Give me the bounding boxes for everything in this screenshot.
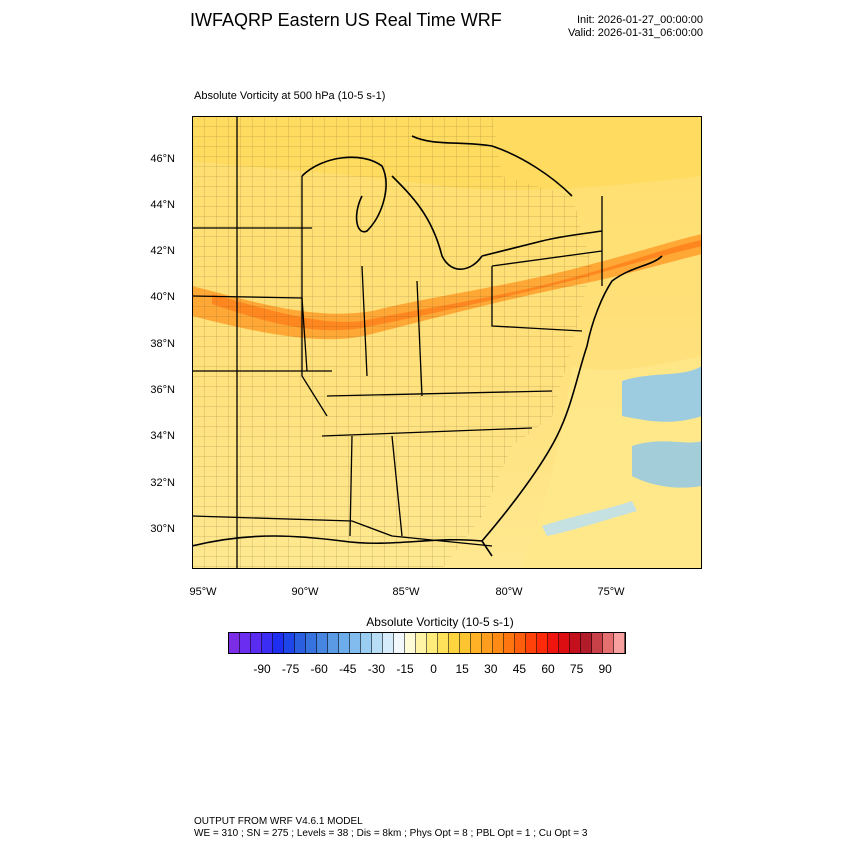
lat-tick-label: 38°N — [150, 338, 175, 350]
lat-tick-label: 32°N — [150, 477, 175, 489]
colorbar-tick-label: 15 — [455, 662, 469, 676]
colorbar-swatch — [306, 633, 317, 653]
lat-tick-label: 40°N — [150, 291, 175, 303]
lon-tick-label: 75°W — [597, 586, 625, 598]
colorbar-swatch — [515, 633, 526, 653]
lon-tick-label: 95°W — [189, 586, 217, 598]
colorbar-swatch — [361, 633, 372, 653]
colorbar-swatch — [427, 633, 438, 653]
colorbar-swatch — [284, 633, 295, 653]
colorbar-swatch — [526, 633, 537, 653]
colorbar-tick-label: 0 — [430, 662, 437, 676]
colorbar-swatch — [504, 633, 515, 653]
lat-tick-label: 42°N — [150, 245, 175, 257]
neg-vorticity-patch-1 — [622, 366, 702, 422]
colorbar-swatch — [559, 633, 570, 653]
map-frame — [192, 116, 702, 569]
colorbar-swatch — [229, 633, 240, 653]
colorbar-swatch — [317, 633, 328, 653]
colorbar-swatch — [438, 633, 449, 653]
vorticity-map — [192, 116, 702, 569]
model-info: OUTPUT FROM WRF V4.6.1 MODEL WE = 310 ; … — [194, 816, 587, 840]
lat-tick-label: 36°N — [150, 384, 175, 396]
lat-tick-label: 44°N — [150, 199, 175, 211]
colorbar-swatch — [471, 633, 482, 653]
colorbar-tick-label: 90 — [598, 662, 612, 676]
lon-tick-label: 80°W — [495, 586, 523, 598]
colorbar-swatch — [262, 633, 273, 653]
model-settings: WE = 310 ; SN = 275 ; Levels = 38 ; Dis … — [194, 828, 588, 839]
colorbar-swatch — [240, 633, 251, 653]
lon-tick-label: 85°W — [392, 586, 420, 598]
colorbar-swatch — [493, 633, 504, 653]
colorbar-swatch — [328, 633, 339, 653]
colorbar-tick-label: -30 — [367, 662, 386, 676]
init-time: Init: 2026-01-27_00:00:00 — [577, 14, 703, 26]
colorbar-swatch — [482, 633, 493, 653]
colorbar-swatch — [548, 633, 559, 653]
colorbar-tick-label: 75 — [569, 662, 584, 676]
colorbar-swatch — [383, 633, 394, 653]
coastline — [192, 135, 663, 557]
colorbar-swatch — [570, 633, 581, 653]
neg-vorticity-patch-3 — [542, 501, 637, 536]
colorbar-tick-label: -45 — [339, 662, 357, 676]
colorbar-tick-label: 45 — [512, 662, 527, 676]
county-boundaries — [192, 116, 592, 569]
colorbar-swatch — [295, 633, 306, 653]
neg-vorticity-patch-2 — [632, 441, 702, 488]
colorbar-swatch — [449, 633, 460, 653]
colorbar-swatch — [592, 633, 603, 653]
lat-tick-label: 30°N — [150, 523, 175, 535]
colorbar-swatch — [273, 633, 284, 653]
colorbar-title: Absolute Vorticity (10-5 s-1) — [366, 615, 514, 629]
time-info: Init: 2026-01-27_00:00:00 Valid: 2026-01… — [568, 14, 703, 40]
colorbar-swatch — [603, 633, 614, 653]
colorbar-swatch — [394, 633, 405, 653]
model-version: OUTPUT FROM WRF V4.6.1 MODEL — [194, 816, 363, 827]
colorbar-swatch — [581, 633, 592, 653]
colorbar-tick-label: -15 — [396, 662, 414, 676]
lat-tick-label: 34°N — [150, 430, 175, 442]
lat-tick-label: 46°N — [150, 153, 175, 165]
colorbar-swatch — [537, 633, 548, 653]
colorbar-swatch — [460, 633, 471, 653]
colorbar-tick-label: -75 — [281, 662, 300, 676]
colorbar-tick-label: -90 — [253, 662, 271, 676]
lon-tick-label: 90°W — [291, 586, 319, 598]
colorbar-tick-label: 30 — [484, 662, 498, 676]
colorbar-swatch — [416, 633, 427, 653]
plot-title: IWFAQRP Eastern US Real Time WRF — [190, 10, 502, 30]
field-label: Absolute Vorticity at 500 hPa (10-5 s-1) — [194, 90, 386, 102]
colorbar-swatch — [614, 633, 625, 653]
valid-time: Valid: 2026-01-31_06:00:00 — [568, 27, 703, 39]
colorbar-swatch — [372, 633, 383, 653]
colorbar-swatch — [350, 633, 361, 653]
colorbar — [228, 632, 626, 654]
colorbar-tick-label: -60 — [310, 662, 328, 676]
colorbar-tick-label: 60 — [541, 662, 555, 676]
state-boundaries — [192, 116, 603, 569]
colorbar-swatch — [251, 633, 262, 653]
colorbar-swatch — [339, 633, 350, 653]
colorbar-swatch — [405, 633, 416, 653]
